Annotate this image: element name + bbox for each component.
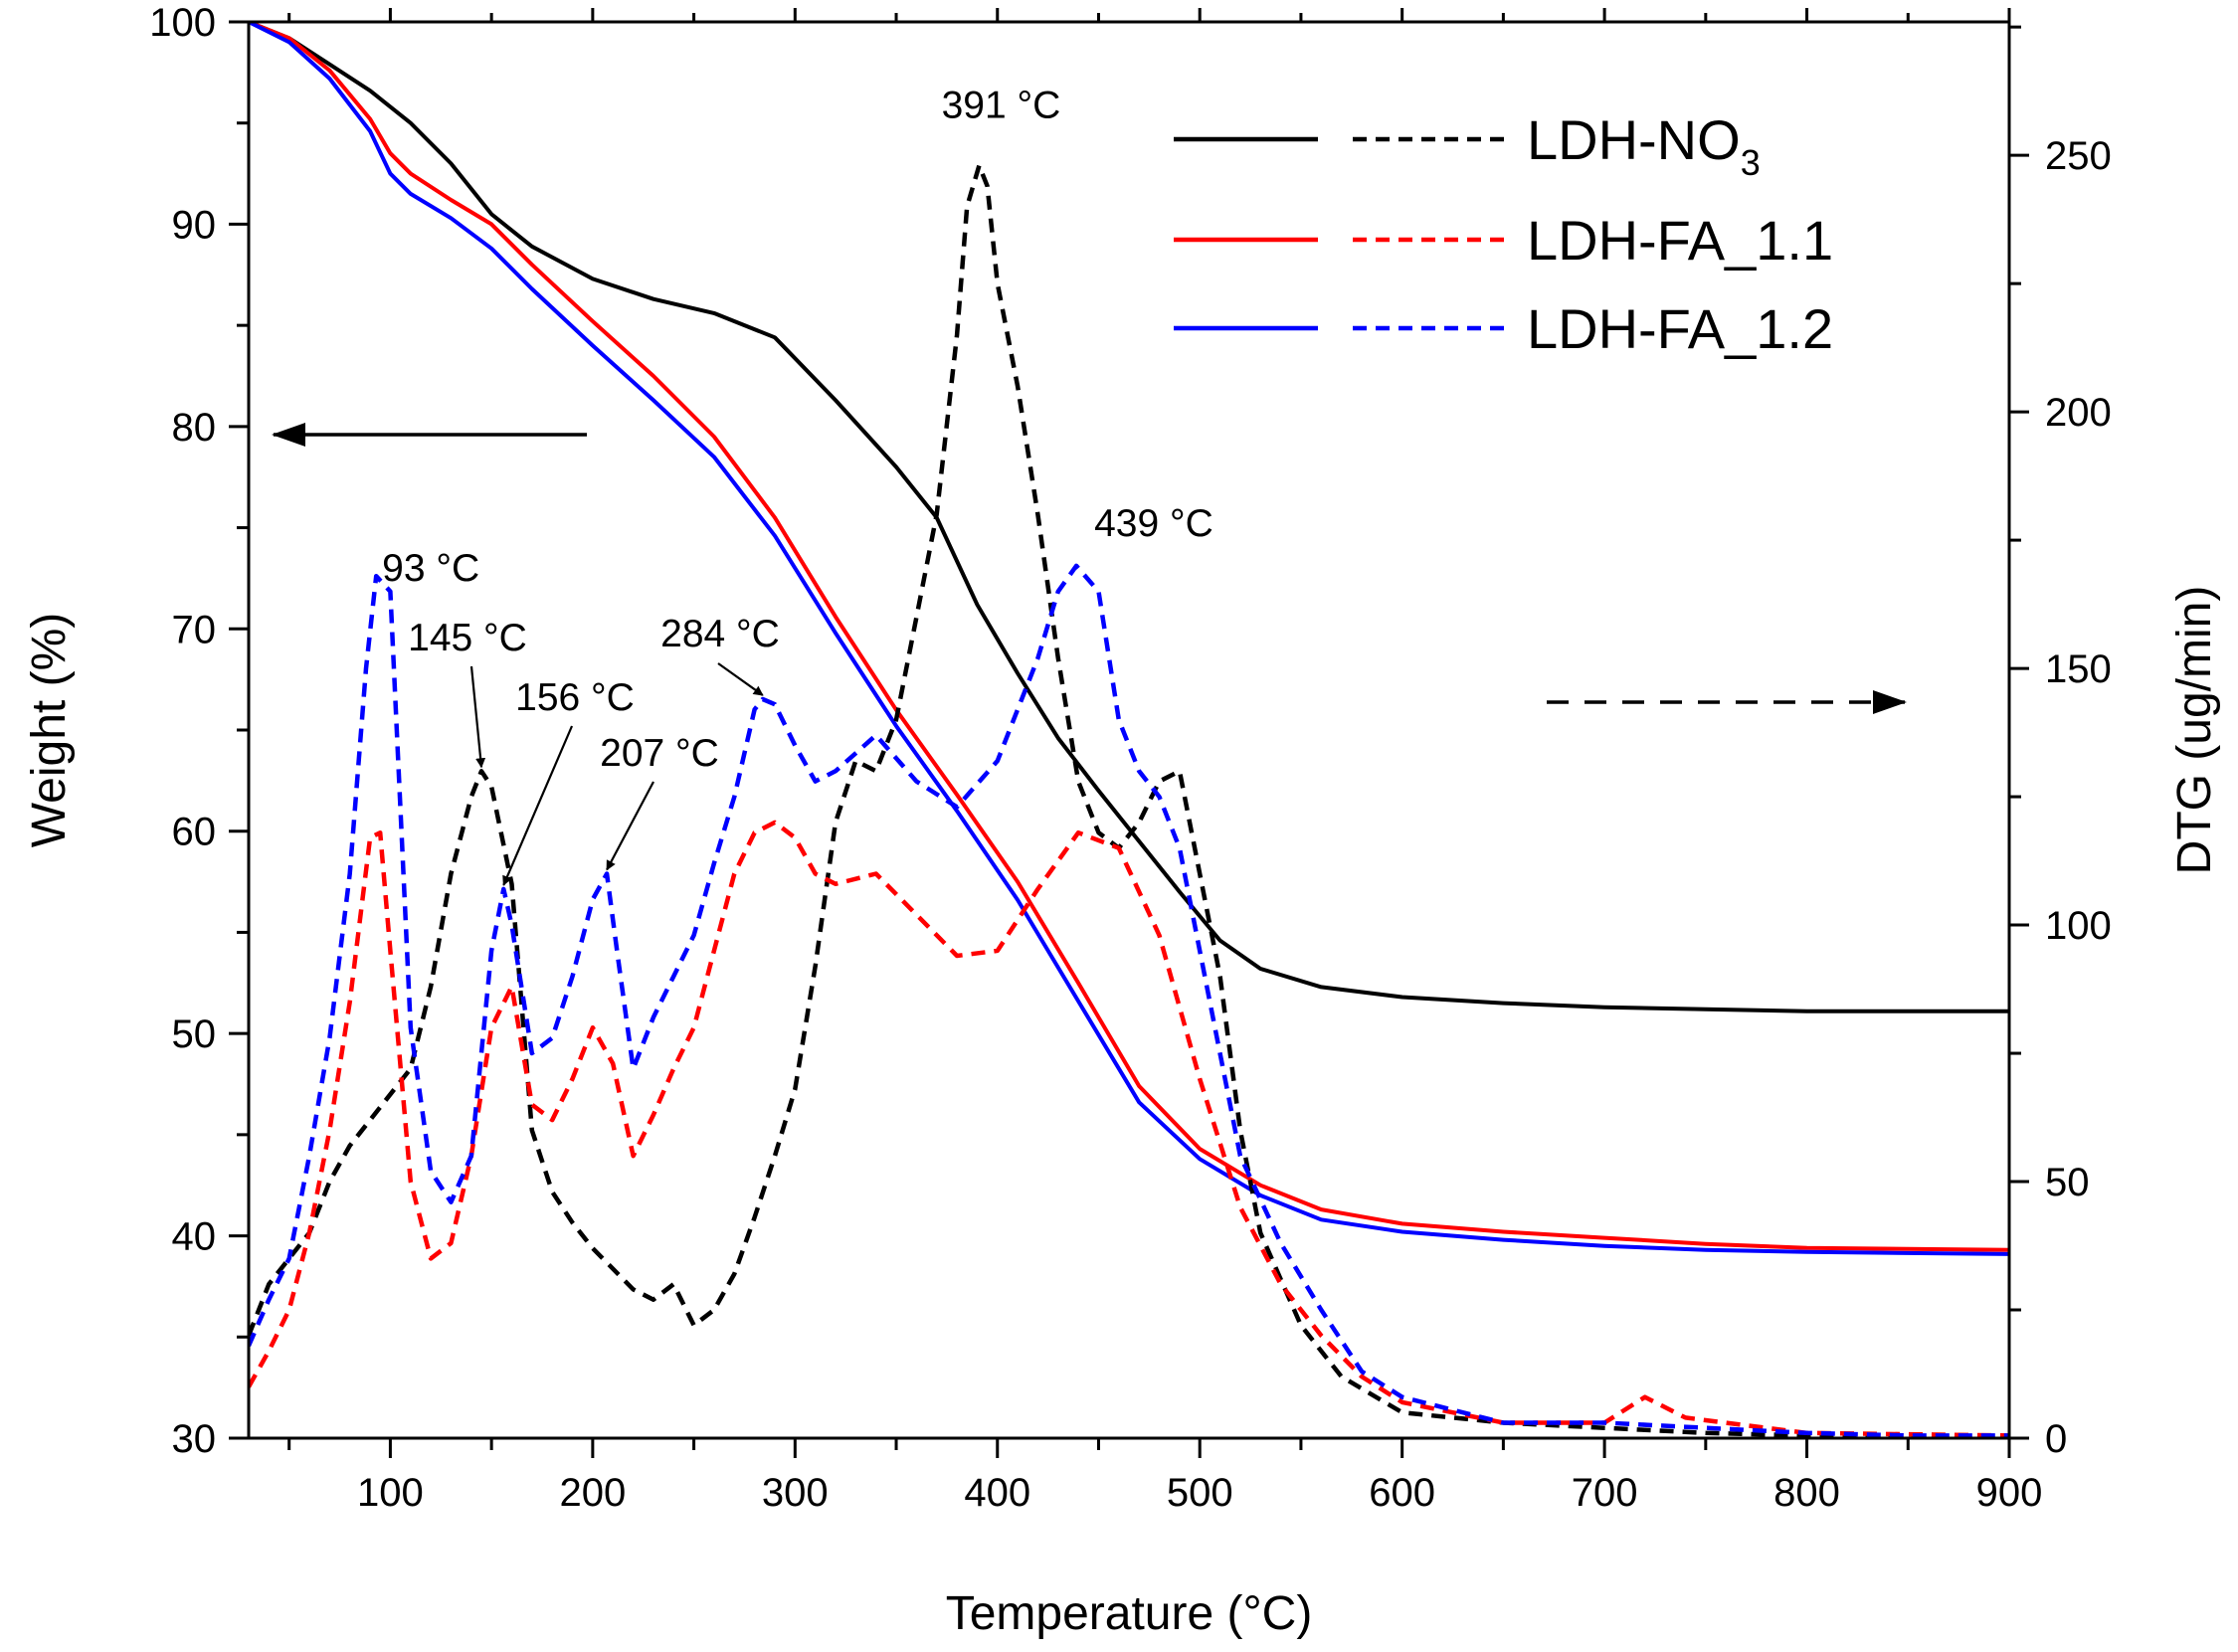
annotation-label: 156 °C	[515, 676, 635, 719]
x-tick-label: 100	[357, 1471, 424, 1515]
legend-item-ldh-fa-1-2: LDH-FA_1.2	[1174, 297, 1833, 360]
y2-tick-label: 200	[2045, 391, 2112, 435]
y-tick-label: 90	[172, 203, 217, 247]
series-ldh-fa-1-2-dtg	[249, 563, 2009, 1438]
y2-tick-label: 0	[2045, 1417, 2067, 1461]
annotation-arrow	[606, 781, 654, 871]
annotation-label: 93 °C	[382, 547, 479, 590]
y-tick-label: 60	[172, 811, 217, 854]
legend-label: LDH-FA_1.2	[1527, 297, 1833, 360]
annotation-arrow	[717, 662, 764, 696]
annotation-391-c: 391 °C	[942, 84, 1061, 126]
x-tick-label: 800	[1773, 1471, 1840, 1515]
annotation-arrow	[469, 665, 486, 769]
ticks: 100 200 300 400 500 600 700 800 9003040506070809…	[149, 1, 2112, 1515]
x-tick-label: 500	[1167, 1471, 1233, 1515]
series-ldh-fa-1-1-dtg	[249, 820, 2009, 1438]
y2-tick-label: 150	[2045, 647, 2112, 691]
series-ldh-no3-tg	[249, 22, 2009, 1013]
x-tick-label: 900	[1976, 1471, 2043, 1515]
x-tick-label: 700	[1572, 1471, 1638, 1515]
y-axis-title-right: DTG (ug/min)	[2168, 586, 2221, 875]
legend-label: LDH-NO3	[1527, 108, 1761, 183]
y-tick-label: 50	[172, 1012, 217, 1056]
legend-label: LDH-FA_1.1	[1527, 209, 1833, 272]
annotation-145-c: 145 °C	[408, 617, 527, 769]
y-tick-label: 80	[172, 406, 217, 450]
x-axis-title: Temperature (°C)	[946, 1587, 1313, 1640]
x-tick-label: 300	[762, 1471, 829, 1515]
x-tick-label: 200	[559, 1471, 626, 1515]
y2-tick-label: 50	[2045, 1161, 2090, 1204]
y2-tick-label: 250	[2045, 134, 2112, 178]
axis-indicators	[272, 423, 1907, 714]
annotation-93-c: 93 °C	[382, 547, 479, 590]
axis-titles: Temperature (°C) Weight (%) DTG (ug/min)	[23, 586, 2221, 1640]
y-axis-title-left: Weight (%)	[23, 613, 76, 848]
annotation-439-c: 439 °C	[1094, 502, 1213, 545]
plot-curves	[249, 22, 2009, 1438]
annotation-207-c: 207 °C	[600, 732, 719, 871]
y2-tick-label: 100	[2045, 904, 2112, 948]
y-tick-label: 70	[172, 608, 217, 651]
annotation-284-c: 284 °C	[660, 613, 780, 696]
legend-item-ldh-no3: LDH-NO3	[1174, 108, 1761, 183]
annotation-label: 284 °C	[660, 613, 780, 655]
annotation-label: 391 °C	[942, 84, 1061, 126]
y-tick-label: 100	[149, 1, 216, 45]
series-ldh-fa-1-1-tg	[249, 22, 2009, 1252]
axes	[247, 20, 2011, 1440]
annotations-layer: 391 °C 439 °C 93 °C 145 °C 156 °C 207 °C 284 °…	[382, 84, 1213, 886]
legend: LDH-NO3 LDH-FA_1.1 LDH-FA_1.2	[1174, 108, 1833, 360]
series-ldh-fa-1-2-tg	[249, 22, 2009, 1256]
annotation-label: 207 °C	[600, 732, 719, 775]
annotation-label: 439 °C	[1094, 502, 1213, 545]
y-tick-label: 40	[172, 1215, 217, 1259]
annotation-label: 145 °C	[408, 617, 527, 659]
x-tick-label: 400	[964, 1471, 1030, 1515]
series-ldh-no3-dtg	[249, 163, 2009, 1438]
annotation-arrow	[502, 725, 574, 886]
x-tick-label: 600	[1369, 1471, 1435, 1515]
annotation-156-c: 156 °C	[502, 676, 635, 886]
y-tick-label: 30	[172, 1417, 217, 1461]
legend-item-ldh-fa-1-1: LDH-FA_1.1	[1174, 209, 1833, 272]
